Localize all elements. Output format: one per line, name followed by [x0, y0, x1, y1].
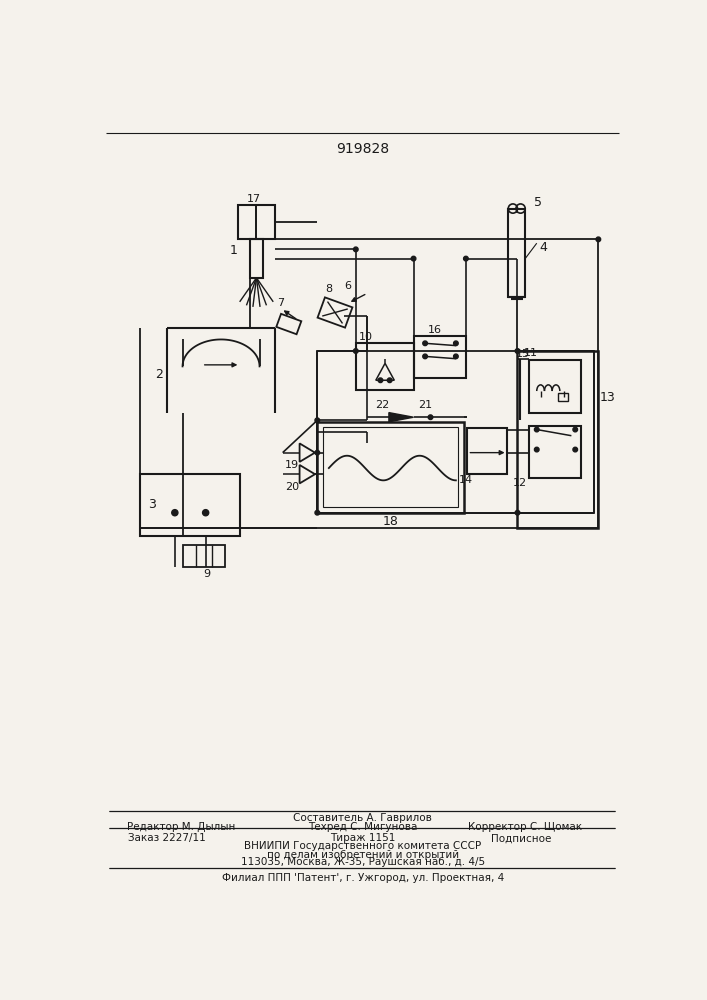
Text: 2: 2	[156, 368, 163, 381]
Text: 14: 14	[459, 475, 473, 485]
Bar	[250, 239, 264, 278]
Circle shape	[354, 247, 358, 252]
Text: 8: 8	[325, 284, 332, 294]
Bar	[558, 393, 568, 401]
Text: 4: 4	[539, 241, 547, 254]
Circle shape	[464, 256, 468, 261]
Bar	[182, 545, 225, 567]
Text: 9: 9	[204, 569, 211, 579]
Circle shape	[315, 450, 320, 455]
Text: 3: 3	[148, 498, 156, 512]
Bar	[518, 351, 598, 528]
Circle shape	[423, 354, 428, 359]
Circle shape	[315, 510, 320, 515]
Text: Тираж 1151: Тираж 1151	[330, 833, 395, 843]
Circle shape	[423, 341, 428, 346]
Text: 17: 17	[247, 194, 261, 204]
Circle shape	[515, 349, 520, 353]
Circle shape	[573, 447, 578, 452]
Circle shape	[534, 447, 539, 452]
Bar	[140, 474, 240, 536]
Text: 7: 7	[278, 298, 285, 308]
Text: 11: 11	[524, 348, 537, 358]
Text: Подписное: Подписное	[491, 833, 551, 843]
Text: 6: 6	[344, 281, 351, 291]
Polygon shape	[389, 413, 414, 422]
Bar	[529, 360, 581, 413]
Circle shape	[573, 427, 578, 432]
Circle shape	[354, 349, 358, 353]
Text: по делам изобретений и открытий: по делам изобретений и открытий	[267, 850, 459, 860]
Bar	[322, 427, 458, 507]
Text: 113035, Москва, Ж-35, Раушская наб., д. 4/5: 113035, Москва, Ж-35, Раушская наб., д. …	[240, 857, 485, 867]
Bar	[467, 428, 508, 474]
Text: 15: 15	[516, 349, 530, 359]
Circle shape	[428, 415, 433, 420]
Text: 1: 1	[230, 244, 238, 257]
Circle shape	[411, 256, 416, 261]
Text: 13: 13	[600, 391, 616, 404]
Bar	[508, 209, 525, 297]
Circle shape	[454, 341, 458, 346]
Text: 5: 5	[534, 196, 542, 209]
Text: Корректор С. Щомак: Корректор С. Щомак	[468, 822, 583, 832]
Text: 20: 20	[285, 482, 299, 492]
Text: 12: 12	[513, 478, 527, 488]
Text: 919828: 919828	[336, 142, 390, 156]
Bar	[529, 426, 581, 478]
Circle shape	[378, 378, 382, 383]
Text: Редактор М. Дылын: Редактор М. Дылын	[127, 822, 235, 832]
Text: Филиал ППП 'Патент', г. Ужгород, ул. Проектная, 4: Филиал ППП 'Патент', г. Ужгород, ул. Про…	[221, 873, 504, 883]
Text: 19: 19	[285, 460, 299, 470]
Bar	[356, 343, 414, 389]
Circle shape	[454, 354, 458, 359]
Text: 22: 22	[375, 400, 390, 410]
Bar	[238, 205, 275, 239]
Text: Заказ 2227/11: Заказ 2227/11	[128, 833, 206, 843]
Text: 16: 16	[428, 325, 442, 335]
Text: 21: 21	[418, 400, 432, 410]
Circle shape	[515, 510, 520, 515]
Bar	[317, 351, 595, 513]
Circle shape	[534, 427, 539, 432]
Bar	[414, 336, 466, 378]
Circle shape	[596, 237, 601, 242]
Bar	[317, 422, 464, 513]
Circle shape	[315, 418, 320, 423]
Text: 18: 18	[382, 515, 398, 528]
Text: ВНИИПИ Государственного комитета СССР: ВНИИПИ Государственного комитета СССР	[244, 841, 481, 851]
Text: Составитель А. Гаврилов: Составитель А. Гаврилов	[293, 813, 432, 823]
Text: 10: 10	[359, 332, 373, 342]
Circle shape	[172, 510, 178, 516]
Circle shape	[387, 378, 392, 383]
Text: Техред С. Мигунова: Техред С. Мигунова	[308, 822, 417, 832]
Circle shape	[203, 510, 209, 516]
